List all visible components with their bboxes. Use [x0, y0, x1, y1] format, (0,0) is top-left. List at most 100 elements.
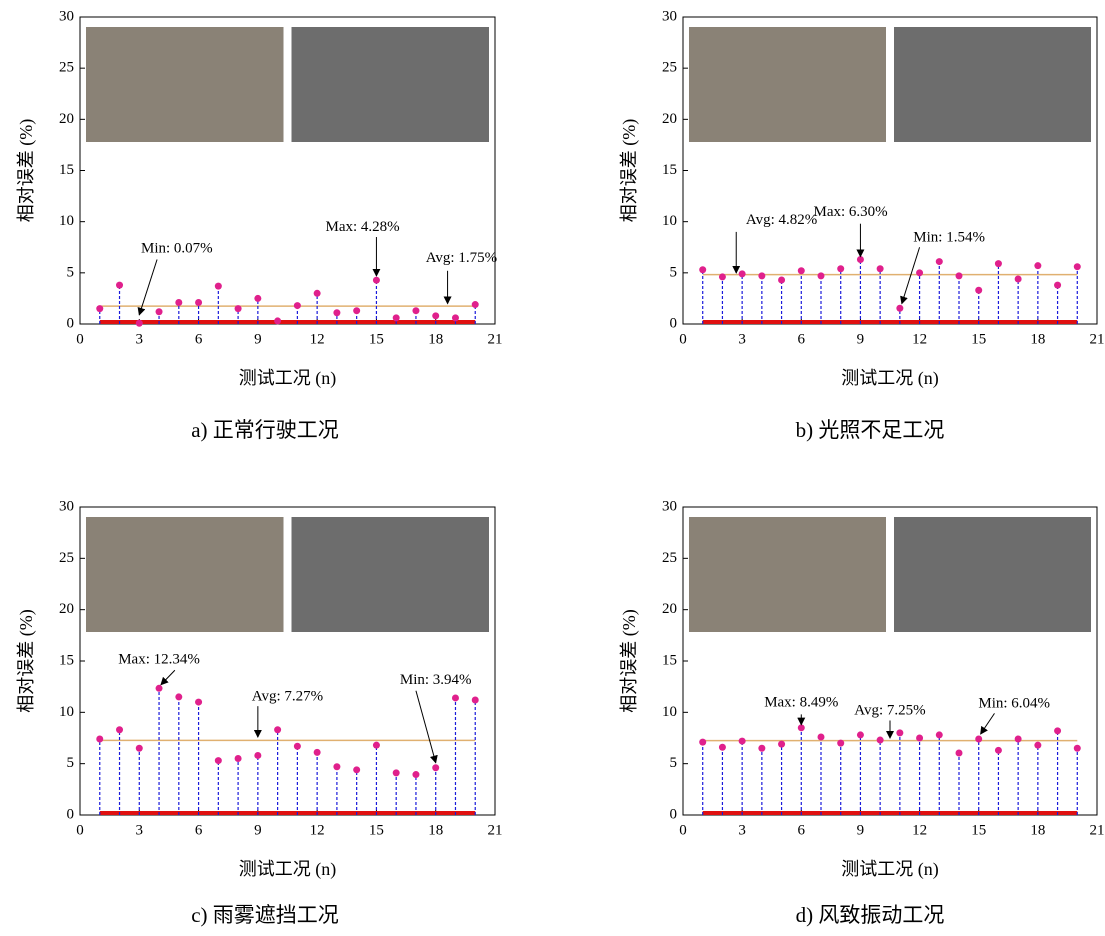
y-tick-label: 10 [59, 704, 74, 720]
point [1034, 742, 1041, 749]
x-axis-label: 测试工况 (n) [239, 368, 337, 389]
caption: b) 光照不足工况 [796, 418, 945, 442]
y-tick-label: 20 [662, 601, 677, 617]
annotation-arrow [161, 670, 175, 684]
inset-photo [689, 27, 886, 142]
point [116, 282, 123, 289]
x-axis-label: 测试工况 (n) [239, 859, 337, 880]
caption: c) 雨雾遮挡工况 [191, 903, 339, 927]
point [393, 769, 400, 776]
point [333, 763, 340, 770]
inset-photo [894, 27, 1091, 142]
point [235, 755, 242, 762]
y-tick-label: 15 [59, 162, 74, 178]
x-tick-label: 0 [679, 331, 687, 347]
inset-photo [689, 517, 886, 632]
point [1054, 282, 1061, 289]
point [798, 267, 805, 274]
point [956, 749, 963, 756]
y-tick-label: 30 [59, 8, 74, 24]
point [956, 272, 963, 279]
point [995, 747, 1002, 754]
point [778, 276, 785, 283]
point [294, 743, 301, 750]
x-tick-label: 12 [310, 822, 325, 838]
point [452, 694, 459, 701]
x-tick-label: 3 [738, 822, 746, 838]
point [452, 314, 459, 321]
x-tick-label: 3 [136, 822, 144, 838]
point [393, 314, 400, 321]
point [472, 697, 479, 704]
x-tick-label: 15 [971, 331, 986, 347]
point [254, 752, 261, 759]
point [837, 740, 844, 747]
y-axis-label: 相对误差 (%) [16, 609, 37, 712]
x-tick-label: 0 [76, 331, 84, 347]
y-axis-label: 相对误差 (%) [16, 119, 37, 222]
point [472, 301, 479, 308]
point [758, 272, 765, 279]
point [195, 699, 202, 706]
annotation-arrow [981, 713, 995, 734]
annotation: Max: 4.28% [326, 219, 400, 235]
y-tick-label: 25 [59, 550, 74, 566]
point [995, 260, 1002, 267]
caption: d) 风致振动工况 [796, 903, 945, 927]
point [798, 724, 805, 731]
point [916, 735, 923, 742]
y-axis-label: 相对误差 (%) [619, 119, 640, 222]
point [195, 299, 202, 306]
point [1015, 736, 1022, 743]
x-tick-label: 6 [195, 822, 203, 838]
point [373, 742, 380, 749]
x-tick-label: 0 [76, 822, 84, 838]
point [719, 273, 726, 280]
y-tick-label: 0 [67, 806, 75, 822]
point [936, 731, 943, 738]
x-tick-label: 21 [488, 822, 503, 838]
x-tick-label: 3 [136, 331, 144, 347]
point [175, 693, 182, 700]
y-tick-label: 30 [662, 498, 677, 514]
point [916, 269, 923, 276]
x-tick-label: 9 [857, 331, 865, 347]
point [837, 265, 844, 272]
point [857, 256, 864, 263]
point [96, 305, 103, 312]
point [758, 745, 765, 752]
point [896, 305, 903, 312]
y-tick-label: 10 [662, 704, 677, 720]
x-tick-label: 12 [912, 331, 927, 347]
y-tick-label: 20 [59, 111, 74, 127]
x-tick-label: 18 [1030, 331, 1045, 347]
point [1034, 262, 1041, 269]
y-tick-label: 15 [662, 652, 677, 668]
y-tick-label: 30 [59, 498, 74, 514]
x-tick-label: 9 [857, 822, 865, 838]
annotation: Avg: 4.82% [746, 212, 817, 228]
inset-photo [894, 517, 1091, 632]
point [1074, 745, 1081, 752]
point [96, 736, 103, 743]
panel: 051015202530036912151821测试工况 (n)相对误差 (%)… [16, 498, 502, 926]
x-tick-label: 21 [488, 331, 503, 347]
point [215, 283, 222, 290]
figure: 051015202530036912151821测试工况 (n)相对误差 (%)… [0, 0, 1105, 936]
point [739, 738, 746, 745]
x-tick-label: 21 [1090, 331, 1105, 347]
point [274, 317, 281, 324]
point [156, 308, 163, 315]
point [818, 733, 825, 740]
y-tick-label: 10 [59, 213, 74, 229]
x-tick-label: 6 [798, 822, 806, 838]
point [353, 307, 360, 314]
point [818, 272, 825, 279]
caption: a) 正常行驶工况 [191, 418, 339, 442]
x-tick-label: 18 [428, 331, 443, 347]
point [156, 685, 163, 692]
point [254, 295, 261, 302]
